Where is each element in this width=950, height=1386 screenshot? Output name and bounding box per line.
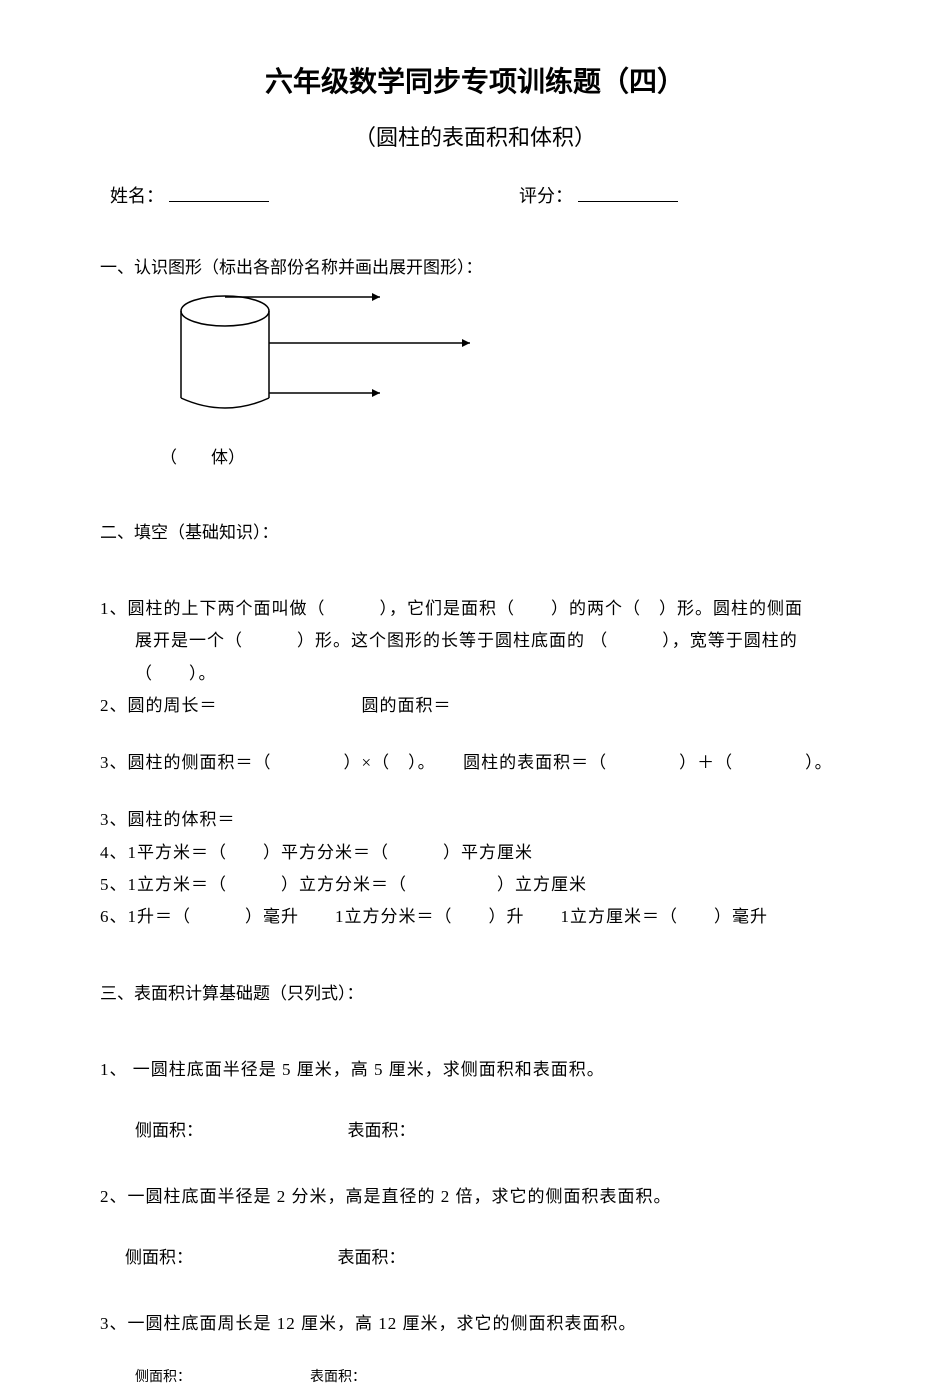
score-underline [578,182,678,202]
s3-q1: 1、 一圆柱底面半径是 5 厘米，高 5 厘米，求侧面积和表面积。 [100,1054,850,1086]
main-title: 六年级数学同步专项训练题（四） [100,60,850,100]
diagram-caption: （ 体） [100,443,850,468]
s3-q1-sub: 侧面积： 表面积： [100,1116,850,1141]
cylinder-svg [180,293,530,423]
s2-q2: 2、圆的周长＝ 圆的面积＝ [100,690,850,722]
subtitle: （圆柱的表面积和体积） [100,120,850,152]
section3-heading: 三、表面积计算基础题（只列式）： [100,979,850,1004]
s2-q1-line2: 展开是一个（ ）形。这个图形的长等于圆柱底面的 （ ），宽等于圆柱的（ ）。 [100,625,850,690]
name-underline [169,182,269,202]
s3-q3: 3、一圆柱底面周长是 12 厘米，高 12 厘米，求它的侧面积表面积。 [100,1308,850,1340]
score-label: 评分： [519,182,573,208]
cylinder-diagram [100,293,850,428]
s3-q2-sub: 侧面积： 表面积： [100,1243,850,1268]
s3-q2: 2、一圆柱底面半径是 2 分米，高是直径的 2 倍，求它的侧面积表面积。 [100,1181,850,1213]
name-label: 姓名： [110,182,164,208]
s2-q3: 3、圆柱的侧面积＝（ ）×（ ）。 圆柱的表面积＝（ ）＋（ ）。 [100,747,850,779]
s2-q5: 5、1立方米＝（ ）立方分米＝（ ）立方厘米 [100,869,850,901]
s2-q1-line1: 1、圆柱的上下两个面叫做（ ），它们是面积（ ）的两个（ ）形。圆柱的侧面 [100,593,850,625]
section2-heading: 二、填空（基础知识）： [100,518,850,543]
s2-q3b: 3、圆柱的体积＝ [100,804,850,836]
s3-q3-sub: 侧面积： 表面积： [100,1366,850,1386]
header-row: 姓名： 评分： [100,182,850,208]
section1-heading: 一、认识图形（标出各部份名称并画出展开图形）： [100,253,850,278]
s2-q4: 4、1平方米＝（ ）平方分米＝（ ）平方厘米 [100,837,850,869]
s2-q6: 6、1升＝（ ）毫升 1立方分米＝（ ）升 1立方厘米＝（ ）毫升 [100,901,850,933]
